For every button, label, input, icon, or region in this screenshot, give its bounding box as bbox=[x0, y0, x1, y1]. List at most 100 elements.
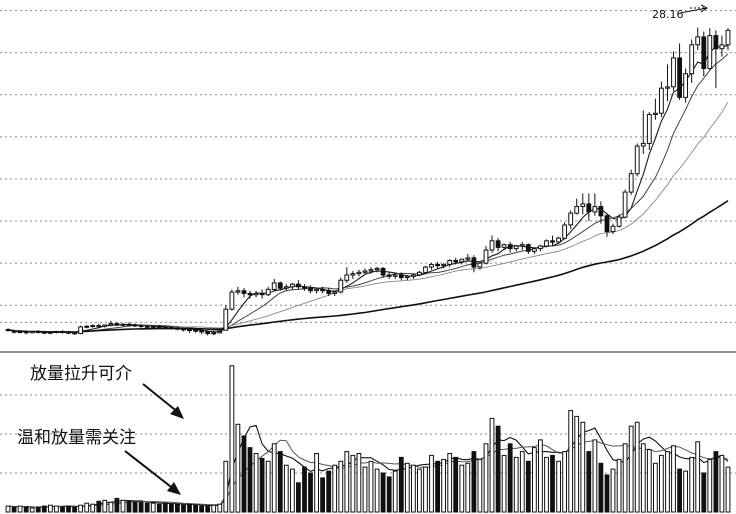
volume-bar bbox=[138, 501, 144, 513]
candle-body bbox=[532, 248, 537, 252]
volume-bar bbox=[223, 460, 229, 513]
volume-bar bbox=[525, 460, 531, 513]
candle-body bbox=[144, 325, 150, 328]
volume-bar bbox=[72, 506, 77, 513]
volume-bar bbox=[205, 505, 211, 513]
candle-body bbox=[35, 331, 41, 333]
volume-bar bbox=[199, 505, 204, 513]
candle-body bbox=[489, 240, 495, 251]
candle-body bbox=[290, 283, 295, 288]
candle-body bbox=[713, 35, 719, 50]
volume-bar bbox=[259, 457, 265, 513]
volume-bar bbox=[640, 443, 646, 513]
candle-body bbox=[102, 324, 108, 327]
volume-bar bbox=[689, 456, 695, 513]
candle-body bbox=[283, 286, 289, 289]
volume-bar bbox=[290, 468, 295, 513]
candle-body bbox=[459, 258, 465, 263]
candle-body bbox=[725, 29, 731, 46]
volume-bar bbox=[634, 421, 640, 513]
volume-bar bbox=[417, 468, 422, 513]
candle-body bbox=[320, 288, 326, 292]
volume-bar bbox=[60, 506, 65, 513]
candle-body bbox=[308, 287, 313, 292]
candle-body bbox=[277, 282, 283, 289]
volume-bar bbox=[229, 365, 235, 513]
volume-bar bbox=[616, 458, 622, 513]
volume-bar bbox=[695, 441, 701, 513]
candle-body bbox=[544, 240, 549, 247]
volume-bar bbox=[187, 503, 192, 513]
volume-bar bbox=[41, 505, 47, 513]
volume-bar bbox=[235, 423, 241, 513]
volume-bar bbox=[54, 505, 59, 513]
candle-body bbox=[175, 327, 180, 330]
volume-bar bbox=[84, 502, 90, 513]
volume-bar bbox=[29, 507, 35, 513]
candle-body bbox=[271, 282, 277, 290]
candle-body bbox=[162, 326, 168, 329]
volume-bar bbox=[489, 417, 495, 513]
volume-bar bbox=[144, 502, 150, 513]
candle-body bbox=[580, 203, 586, 207]
peak-marker: 28.16 bbox=[652, 4, 708, 21]
candle-body bbox=[465, 257, 471, 260]
volume-bar bbox=[90, 503, 96, 513]
candle-body bbox=[495, 240, 501, 248]
candle-body bbox=[562, 224, 568, 239]
candle-body bbox=[628, 173, 634, 193]
candle-body bbox=[592, 206, 598, 213]
volume-bar bbox=[592, 439, 598, 513]
candle-body bbox=[187, 329, 192, 332]
volume-surge-text: 放量拉升可介 bbox=[30, 364, 132, 384]
candle-body bbox=[525, 244, 531, 252]
candle-body bbox=[707, 35, 713, 69]
candle-body bbox=[247, 292, 253, 296]
candle-body bbox=[72, 332, 77, 335]
candle-body bbox=[683, 73, 689, 98]
mild-volume-arrow bbox=[124, 450, 176, 491]
candle-body bbox=[114, 323, 120, 326]
candle-body bbox=[259, 292, 265, 296]
candle-body bbox=[538, 245, 543, 250]
candle-body bbox=[223, 308, 229, 331]
volume-bar bbox=[108, 501, 114, 513]
candle-body bbox=[604, 215, 610, 233]
volume-bar bbox=[580, 421, 586, 513]
mild-volume-text: 温和放量需关注 bbox=[17, 428, 136, 448]
candle-body bbox=[598, 206, 604, 217]
candle-body bbox=[435, 263, 441, 267]
candle-body bbox=[356, 271, 362, 275]
volume-bar bbox=[162, 502, 168, 513]
volume-bar bbox=[507, 443, 513, 513]
candle-body bbox=[568, 212, 574, 226]
candle-body bbox=[344, 274, 350, 281]
volume-bar bbox=[477, 458, 483, 513]
candle-body bbox=[132, 324, 138, 327]
volume-bar bbox=[550, 454, 555, 513]
volume-bar bbox=[519, 451, 525, 513]
volume-bar bbox=[471, 451, 477, 513]
volume-bar bbox=[296, 482, 301, 513]
volume-bar bbox=[374, 468, 380, 513]
volume-bar bbox=[380, 472, 386, 513]
volume-bar bbox=[181, 504, 186, 513]
candle-body bbox=[29, 331, 35, 334]
volume-bar bbox=[610, 468, 616, 513]
volume-bar bbox=[120, 499, 126, 513]
volume-bar bbox=[447, 453, 453, 513]
volume-bar bbox=[598, 462, 604, 513]
candle-body bbox=[634, 145, 640, 175]
volume-bar bbox=[362, 466, 368, 513]
candle-body bbox=[265, 288, 271, 296]
candle-body bbox=[296, 283, 301, 288]
candle-body bbox=[701, 36, 707, 70]
volume-bar bbox=[386, 476, 392, 513]
candle-body bbox=[169, 327, 174, 330]
volume-bar bbox=[423, 466, 428, 513]
candle-body bbox=[338, 279, 344, 293]
ma60-line bbox=[7, 200, 729, 333]
candle-body bbox=[41, 331, 47, 334]
candle-body bbox=[477, 262, 483, 268]
volume-bar bbox=[677, 468, 683, 513]
